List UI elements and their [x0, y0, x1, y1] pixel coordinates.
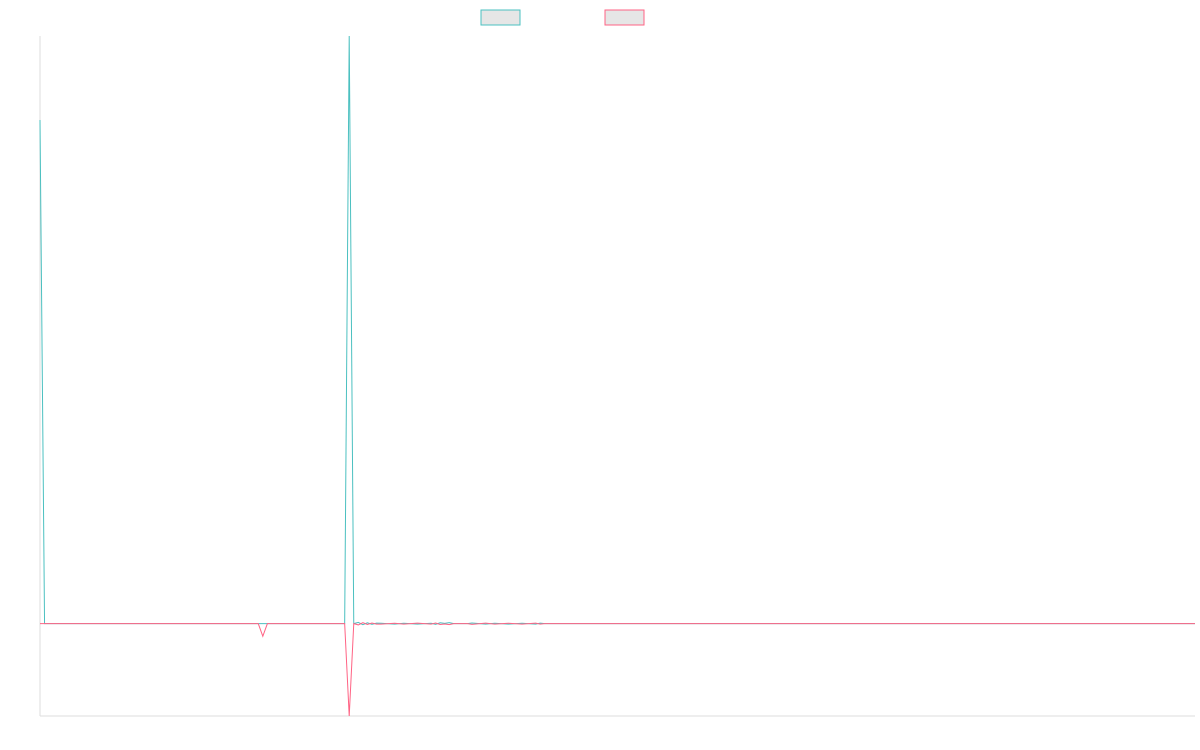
legend-swatch-2[interactable]: [604, 9, 645, 26]
series-line-2: [40, 622, 1195, 717]
legend-swatch-1[interactable]: [480, 9, 521, 26]
series-group: [39, 35, 1195, 717]
legend: [480, 9, 645, 26]
series-line-1: [39, 35, 1195, 626]
